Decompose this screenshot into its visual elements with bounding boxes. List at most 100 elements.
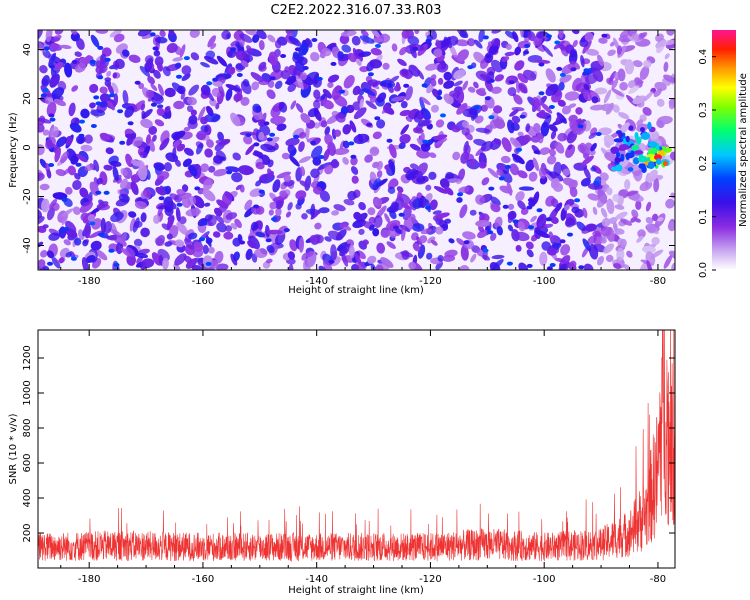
spectrogram-cell-1766 <box>245 133 252 137</box>
snr-xtick-label-2: -140 <box>305 574 328 585</box>
spectrogram-cell-1768 <box>93 95 100 100</box>
spectrogram-cell-756 <box>133 221 143 228</box>
spectrogram-cell-164 <box>480 104 488 112</box>
spectrogram-cell-1765 <box>95 101 102 106</box>
spectrogram-cell-299 <box>105 147 114 155</box>
spectrogram-cell-823 <box>619 82 628 91</box>
spectrogram-cell-252 <box>188 84 200 96</box>
spectrogram-cell-888 <box>99 86 108 94</box>
spectrogram-cell-1378 <box>477 229 488 239</box>
spectrogram-cell-784 <box>643 59 652 69</box>
spectrogram-cell-1625 <box>244 199 253 211</box>
snr-xtick-label-3: -120 <box>419 574 442 585</box>
spectrogram-cell-1375 <box>558 30 564 39</box>
spectrogram-cell-404 <box>507 224 514 232</box>
spectrogram-cell-1783 <box>219 156 226 161</box>
spectrogram-cell-1214 <box>405 168 418 179</box>
spectrogram-cell-1753 <box>70 256 77 261</box>
spectrogram-cell-672 <box>458 186 470 194</box>
spectrogram-cell-68 <box>599 172 609 182</box>
spectrogram-cell-1057 <box>63 239 71 246</box>
spectrogram-cell-1170 <box>174 159 181 167</box>
colorbar-tick-label-0: 0.0 <box>698 262 709 278</box>
spectrogram-cell-1440 <box>39 65 48 74</box>
spectrogram-cell-1782 <box>425 38 432 43</box>
spectrogram-cell-1413 <box>295 75 304 90</box>
spectrogram-cell-1676 <box>475 70 491 82</box>
spectrogram-cell-1674 <box>71 85 79 92</box>
spectrogram-cell-1707 <box>127 121 134 126</box>
spectrogram-cell-1373 <box>283 174 292 182</box>
spectrogram-cell-998 <box>347 190 357 201</box>
spectrogram-cell-260 <box>371 30 381 39</box>
spectrogram-cell-1496 <box>647 129 660 140</box>
spectrogram-cell-1663 <box>433 134 448 140</box>
spectrogram-cell-1515 <box>601 226 612 237</box>
spectrogram-cell-1246 <box>64 62 73 78</box>
spectrogram-cell-1036 <box>109 30 122 38</box>
spectrogram-cell-917 <box>514 231 530 242</box>
spectrogram-cell-1700 <box>280 54 287 58</box>
spectrogram-cell-1771 <box>310 140 317 145</box>
spectrogram-cell-869 <box>313 99 321 110</box>
spectrogram-cell-664 <box>391 96 407 102</box>
spectrogram-cell-628 <box>239 33 253 43</box>
spectrogram-cell-366 <box>133 238 143 247</box>
spectrogram-cell-1774 <box>258 189 265 194</box>
spectrogram-cell-1520 <box>59 44 72 50</box>
spectrogram-cell-1531 <box>590 166 597 172</box>
spectrogram-cell-1376 <box>341 44 352 53</box>
spectrogram-cell-1894 <box>640 127 645 132</box>
spectrogram-cell-642 <box>561 105 572 115</box>
spectrogram-cell-1460 <box>285 211 292 218</box>
spectrogram-cell-1332 <box>171 82 185 95</box>
spectrogram-cell-1758 <box>79 119 85 124</box>
spectrogram-cell-311 <box>572 40 578 47</box>
spectrogram-cell-599 <box>291 30 298 38</box>
spectrogram-cell-501 <box>431 104 439 113</box>
spectrogram-cell-1713 <box>421 83 428 88</box>
spectrogram-cell-1681 <box>166 233 173 240</box>
spectrogram-cell-1760 <box>524 43 531 48</box>
spectrogram-cell-1070 <box>433 186 448 194</box>
spectrogram-cell-1867 <box>663 160 668 166</box>
colorbar-label: Normalized spectral amplitude <box>738 73 749 227</box>
spectrogram-cell-1892 <box>633 157 640 165</box>
spectrogram-cell-1094 <box>310 210 320 220</box>
spectrogram-cell-420 <box>225 225 233 232</box>
spectrogram-cell-913 <box>617 68 626 82</box>
spectrogram-cell-974 <box>205 234 212 248</box>
spectrogram-cell-1368 <box>38 123 45 133</box>
spectrogram-cell-1100 <box>530 215 537 223</box>
spectrogram-cell-1679 <box>87 214 96 222</box>
spectrogram-cell-1478 <box>400 251 414 258</box>
spectrogram-cell-1565 <box>167 201 177 210</box>
spectrogram-cell-1464 <box>354 252 362 266</box>
spectrogram-cell-343 <box>386 241 396 249</box>
spectrogram-cell-728 <box>636 235 644 243</box>
spectrogram-cell-196 <box>324 236 332 242</box>
spectrogram-cell-759 <box>515 191 525 202</box>
spectrogram-cell-665 <box>380 229 390 239</box>
spectrogram-cell-1345 <box>492 259 504 270</box>
spectrogram-cell-1248 <box>362 239 369 245</box>
spectrogram-ytick-label-1: -20 <box>22 188 33 204</box>
spectrogram-cell-1832 <box>527 198 534 203</box>
spectrogram-cell-760 <box>40 250 48 258</box>
spectrogram-cell-300 <box>557 132 568 142</box>
spectrogram-cell-587 <box>429 199 438 211</box>
snr-ytick-label-3: 800 <box>22 418 33 437</box>
spectrogram-cell-375 <box>331 85 343 100</box>
spectrogram-cell-1502 <box>532 96 541 112</box>
spectrogram-cell-1657 <box>121 247 131 257</box>
spectrogram-cell-1913 <box>633 150 644 155</box>
spectrogram-cell-935 <box>496 226 503 236</box>
spectrogram-cell-479 <box>324 126 331 136</box>
spectrogram-cell-1648 <box>417 119 431 127</box>
spectrogram-cell-346 <box>84 134 93 144</box>
spectrogram-cell-386 <box>215 263 229 270</box>
spectrogram-cell-1237 <box>279 190 287 198</box>
spectrogram-cell-1226 <box>185 258 198 269</box>
spectrogram-cell-56 <box>210 43 217 50</box>
spectrogram-cell-840 <box>79 187 89 198</box>
